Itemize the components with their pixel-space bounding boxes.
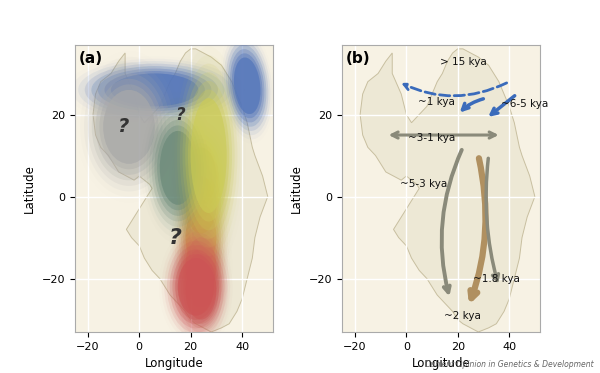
Ellipse shape [181,200,221,275]
Ellipse shape [183,258,218,324]
Polygon shape [360,49,535,332]
Ellipse shape [177,55,240,256]
Text: ~3-1 kya: ~3-1 kya [409,133,455,143]
Ellipse shape [224,36,271,135]
Ellipse shape [104,71,205,109]
Ellipse shape [78,61,231,119]
Ellipse shape [191,98,227,213]
Text: ~1.8 kya: ~1.8 kya [473,274,520,283]
Ellipse shape [84,62,174,191]
Text: ~2 kya: ~2 kya [445,311,481,322]
Ellipse shape [178,258,214,316]
Text: > 15 kya: > 15 kya [440,57,486,67]
Ellipse shape [230,49,265,122]
Ellipse shape [179,196,223,279]
Ellipse shape [185,262,217,320]
Ellipse shape [191,98,227,213]
Ellipse shape [160,131,196,205]
Ellipse shape [185,238,217,295]
Ellipse shape [185,147,217,205]
Ellipse shape [181,229,221,304]
Ellipse shape [172,250,219,324]
Ellipse shape [185,209,217,266]
Ellipse shape [91,66,218,114]
Ellipse shape [149,109,206,227]
Ellipse shape [178,258,214,316]
Ellipse shape [103,90,155,164]
Ellipse shape [183,143,218,209]
Ellipse shape [179,134,223,218]
Text: Current Opinion in Genetics & Development: Current Opinion in Genetics & Developmen… [425,360,594,369]
Ellipse shape [181,167,221,242]
Ellipse shape [181,254,221,328]
Ellipse shape [185,238,217,295]
Ellipse shape [185,176,217,233]
Ellipse shape [160,131,196,205]
Ellipse shape [185,262,217,320]
Text: ~1 kya: ~1 kya [418,97,455,107]
Text: ?: ? [176,106,185,123]
Ellipse shape [98,69,211,111]
Ellipse shape [154,120,201,216]
Ellipse shape [234,57,260,114]
Ellipse shape [88,68,170,186]
Y-axis label: Latitude: Latitude [290,164,304,213]
Ellipse shape [182,72,235,239]
Ellipse shape [179,163,223,247]
Ellipse shape [95,79,163,175]
Ellipse shape [92,73,166,181]
Text: (b): (b) [346,50,371,66]
Text: (a): (a) [79,50,103,66]
Ellipse shape [183,233,218,300]
Text: ~5-3 kya: ~5-3 kya [400,179,448,189]
Ellipse shape [185,147,217,205]
Ellipse shape [146,103,209,232]
Ellipse shape [226,41,268,131]
Ellipse shape [103,90,155,164]
Y-axis label: Latitude: Latitude [23,164,36,213]
Ellipse shape [100,84,158,169]
Ellipse shape [85,64,224,116]
Ellipse shape [176,220,226,312]
Ellipse shape [167,241,224,333]
X-axis label: Longitude: Longitude [145,357,203,370]
X-axis label: Longitude: Longitude [412,357,470,370]
Polygon shape [93,49,268,332]
Ellipse shape [180,64,238,247]
Text: ?: ? [169,228,182,248]
Ellipse shape [188,90,229,222]
Ellipse shape [111,73,199,106]
Ellipse shape [234,57,260,114]
Ellipse shape [183,204,218,271]
Ellipse shape [183,172,218,238]
Ellipse shape [164,236,227,337]
Ellipse shape [176,245,226,337]
Ellipse shape [179,249,223,333]
Ellipse shape [157,125,199,210]
Ellipse shape [185,209,217,266]
Text: ?: ? [118,117,130,136]
Ellipse shape [176,159,226,251]
Ellipse shape [228,45,266,127]
Ellipse shape [152,114,204,222]
Ellipse shape [176,130,226,222]
Ellipse shape [179,225,223,308]
Ellipse shape [232,53,262,118]
Text: ~6-5 kya: ~6-5 kya [502,99,549,109]
Ellipse shape [170,245,222,329]
Ellipse shape [181,139,221,213]
Ellipse shape [185,176,217,233]
Ellipse shape [176,192,226,283]
Ellipse shape [175,254,217,320]
Ellipse shape [185,81,232,230]
Ellipse shape [111,73,199,106]
